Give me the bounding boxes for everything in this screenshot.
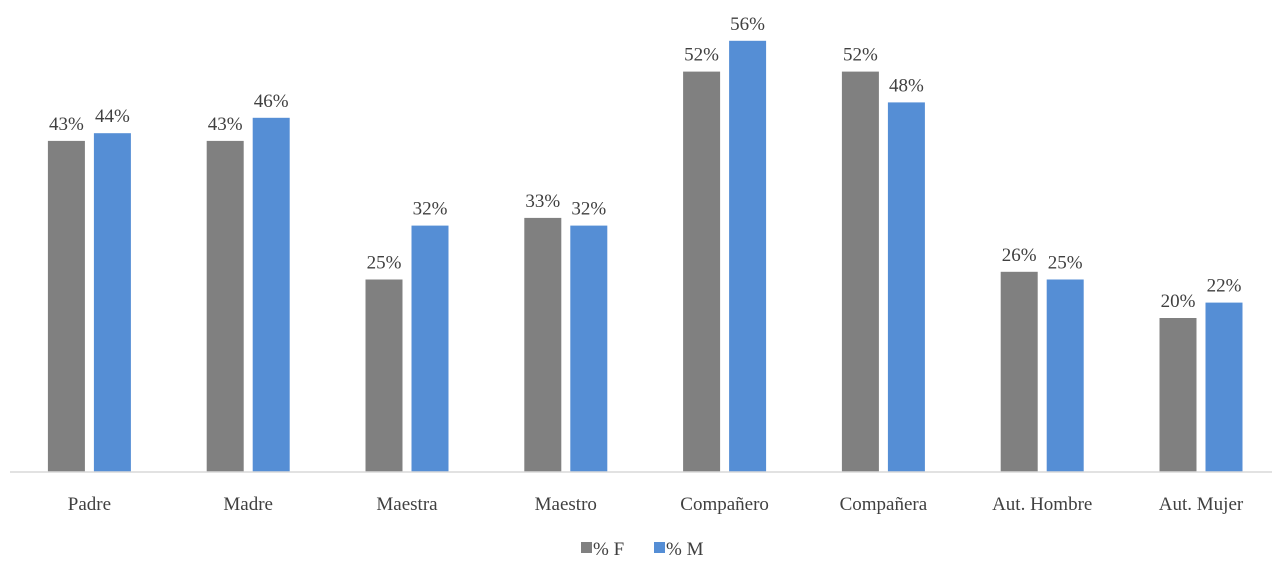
bars-group <box>47 40 1243 473</box>
legend-label-m: % M <box>666 539 704 560</box>
bar-f-2 <box>365 279 403 472</box>
bar-f-1 <box>206 140 244 472</box>
data-label-m-6: 25% <box>1048 253 1083 274</box>
bar-f-5 <box>841 71 879 472</box>
category-label-1: Madre <box>223 494 273 515</box>
legend-swatch-m <box>654 542 665 553</box>
data-label-f-3: 33% <box>525 191 560 212</box>
category-labels-group: Padre Madre Maestra Maestro Compañero Compañe… <box>68 494 1244 515</box>
data-label-f-6: 26% <box>1002 245 1037 266</box>
data-label-m-4: 56% <box>730 14 765 35</box>
bar-m-2 <box>411 225 449 472</box>
category-label-5: Compañera <box>840 494 928 515</box>
bar-f-0 <box>47 140 85 472</box>
category-label-0: Padre <box>68 494 111 515</box>
data-label-f-5: 52% <box>843 45 878 66</box>
legend-label-f: % F <box>593 539 624 560</box>
legend-swatch-f <box>581 542 592 553</box>
data-labels-group: 43% 44% 43% 46% 25% 32% 33% 32% 52% 56% 52% 48% 26% 2… <box>49 14 1242 312</box>
bar-m-0 <box>93 133 131 472</box>
bar-m-3 <box>570 225 608 472</box>
bar-f-4 <box>683 71 721 472</box>
bar-f-3 <box>524 217 562 472</box>
bar-m-6 <box>1046 279 1084 472</box>
category-label-4: Compañero <box>680 494 769 515</box>
data-label-m-1: 46% <box>254 91 289 112</box>
bar-m-4 <box>729 40 767 473</box>
data-label-f-1: 43% <box>208 114 243 135</box>
data-label-f-0: 43% <box>49 114 84 135</box>
bar-f-6 <box>1000 271 1038 472</box>
data-label-m-3: 32% <box>571 199 606 220</box>
category-label-7: Aut. Mujer <box>1159 494 1244 515</box>
data-label-m-0: 44% <box>95 106 130 127</box>
category-label-2: Maestra <box>376 494 438 515</box>
category-label-6: Aut. Hombre <box>992 494 1092 515</box>
category-label-3: Maestro <box>535 494 597 515</box>
legend: % F % M <box>581 539 704 560</box>
data-label-f-2: 25% <box>367 253 402 274</box>
data-label-m-5: 48% <box>889 75 924 96</box>
bar-m-1 <box>252 117 290 473</box>
data-label-m-2: 32% <box>413 199 448 220</box>
bar-m-5 <box>887 102 925 473</box>
data-label-f-4: 52% <box>684 45 719 66</box>
data-label-f-7: 20% <box>1161 291 1196 312</box>
bar-m-7 <box>1205 302 1243 472</box>
bar-f-7 <box>1159 318 1197 472</box>
data-label-m-7: 22% <box>1207 276 1242 297</box>
